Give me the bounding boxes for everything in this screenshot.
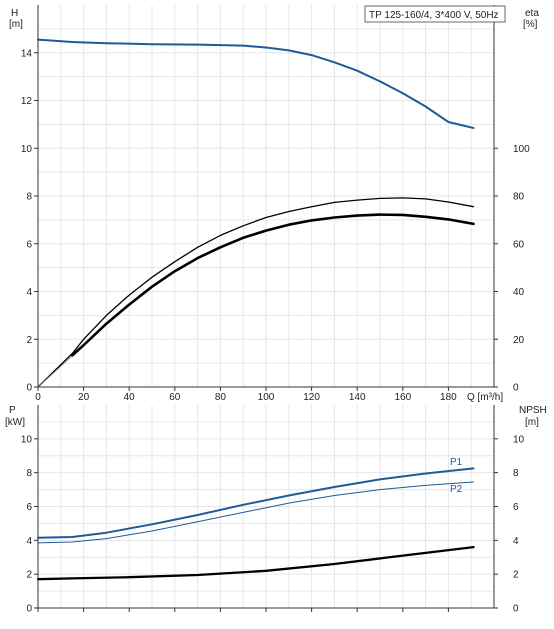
x-tick-label: 0	[35, 392, 41, 403]
y-tick-label: 10	[21, 434, 33, 445]
y-axis-unit-h: [m]	[9, 19, 23, 30]
series-curve-3	[37, 355, 73, 388]
y-right-tick-label: 6	[513, 502, 519, 513]
y-tick-label: 0	[26, 383, 32, 394]
x-tick-label: 140	[349, 392, 366, 403]
x-tick-label: 180	[440, 392, 457, 403]
x-tick-label: 100	[258, 392, 275, 403]
y-tick-label: 2	[26, 335, 32, 346]
y-tick-label: 4	[26, 536, 32, 547]
y-axis-label-h: H	[11, 8, 18, 19]
x-axis-label-q: Q [m³/h]	[467, 392, 503, 403]
y-right-tick-label: 100	[513, 144, 530, 155]
y-tick-label: 8	[26, 468, 32, 479]
chart-title-box: TP 125-160/4, 3*400 V, 50Hz	[364, 5, 506, 23]
y-right-tick-label: 80	[513, 192, 525, 203]
x-tick-label: 80	[215, 392, 227, 403]
x-tick-label: 40	[124, 392, 136, 403]
bottom-axes: 0 2 4 6 8 10 0 2 4 6 8 10	[21, 405, 525, 615]
series-curve-0	[37, 38, 475, 129]
y-tick-label: 6	[26, 239, 32, 250]
top-series-group	[37, 38, 475, 388]
y-right-tick-label: 4	[513, 536, 519, 547]
top-grid	[38, 5, 494, 387]
y-axis-label-eta: eta	[525, 8, 539, 19]
y-tick-label: 14	[21, 48, 33, 59]
power-npsh-chart: 0 2 4 6 8 10 0 2 4 6 8 10 P [kW] NPSH [m] P1 P2	[5, 405, 547, 615]
bottom-grid	[38, 405, 494, 608]
series-curve-2	[70, 213, 475, 357]
y-tick-label: 8	[26, 192, 32, 203]
y-axis-label-p: P	[9, 405, 16, 416]
y-axis-label-npsh: NPSH	[519, 405, 547, 416]
y-right-tick-label: 20	[513, 335, 525, 346]
legend-p1-label: P1	[450, 457, 463, 468]
y-right-tick-label: 0	[513, 604, 519, 615]
y-right-tick-label: 10	[513, 434, 525, 445]
y-tick-label: 10	[21, 144, 33, 155]
x-tick-label: 60	[169, 392, 181, 403]
chart-title: TP 125-160/4, 3*400 V, 50Hz	[369, 10, 499, 21]
y-right-tick-label: 40	[513, 287, 525, 298]
p2-curve	[37, 481, 474, 544]
y-tick-label: 4	[26, 287, 32, 298]
bottom-series-group	[36, 467, 475, 581]
x-tick-label: 20	[78, 392, 90, 403]
legend-p2-label: P2	[450, 484, 463, 495]
series-curve-2	[36, 545, 475, 581]
y-axis-unit-eta: [%]	[523, 19, 538, 30]
series-curve-1	[37, 197, 475, 388]
y-tick-label: 12	[21, 96, 33, 107]
x-tick-label: 120	[303, 392, 320, 403]
y-axis-unit-kw: [kW]	[5, 417, 25, 428]
x-tick-label: 160	[394, 392, 411, 403]
y-right-tick-label: 8	[513, 468, 519, 479]
y-right-tick-label: 0	[513, 383, 519, 394]
y-tick-label: 6	[26, 502, 32, 513]
y-tick-label: 0	[26, 604, 32, 615]
y-right-tick-label: 60	[513, 239, 525, 250]
y-right-tick-label: 2	[513, 570, 519, 581]
p1-curve	[37, 467, 475, 539]
y-axis-unit-npsh: [m]	[525, 417, 539, 428]
chart-title-frame	[364, 5, 506, 23]
y-tick-label: 2	[26, 570, 32, 581]
